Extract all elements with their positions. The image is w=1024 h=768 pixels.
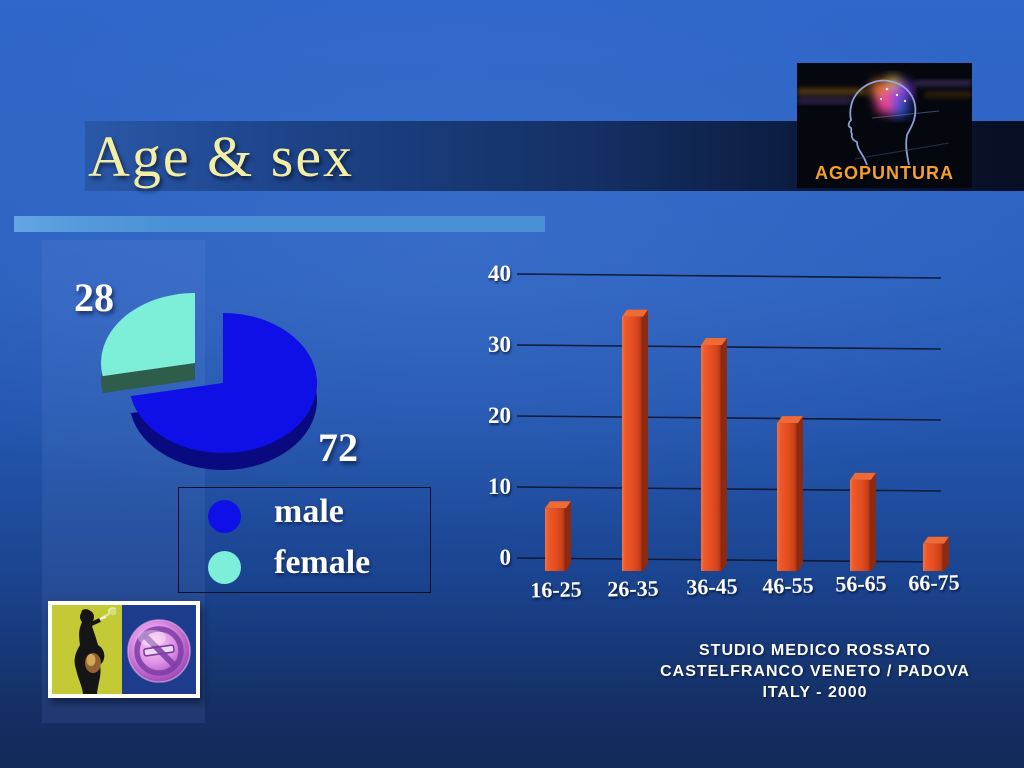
legend-label-female: female [274, 544, 371, 581]
legend-row-female: female [179, 544, 430, 588]
bar-top-46-55 [777, 416, 803, 424]
bar-16-25 [545, 508, 566, 571]
y-tick-label-10: 10 [488, 474, 511, 499]
agopuntura-logo: AGOPUNTURA [797, 63, 972, 188]
bar-side-46-55 [798, 416, 803, 571]
bar-side-36-45 [722, 338, 727, 571]
bar-side-56-65 [871, 472, 876, 571]
y-tick-label-40: 40 [488, 261, 511, 286]
bar-top-16-25 [545, 501, 571, 509]
legend-row-male: male [179, 493, 430, 537]
bar-56-65 [850, 479, 871, 571]
bar-top-66-75 [923, 536, 949, 544]
gridline-10 [516, 486, 942, 492]
title-underline-bar [14, 216, 545, 232]
gridline-30 [516, 344, 942, 350]
bar-side-26-35 [643, 309, 648, 571]
gridline-20 [516, 415, 942, 421]
footer-line-3: ITALY - 2000 [762, 684, 868, 701]
y-tick-label-20: 20 [488, 403, 511, 428]
logo-caption: AGOPUNTURA [815, 163, 954, 183]
bar-side-66-75 [944, 536, 949, 571]
footer-credit: STUDIO MEDICO ROSSATO CASTELFRANCO VENET… [610, 640, 1020, 703]
bar-66-75 [923, 543, 944, 571]
x-category-label-66-75: 66-75 [908, 568, 960, 596]
brain-image-icon [797, 63, 972, 188]
footer-line-2: CASTELFRANCO VENETO / PADOVA [660, 663, 970, 680]
footer-line-1: STUDIO MEDICO ROSSATO [699, 642, 931, 659]
male-swatch-icon [208, 500, 241, 533]
x-category-label-26-35: 26-35 [607, 574, 659, 602]
legend-label-male: male [274, 493, 344, 530]
bar-36-45 [701, 345, 722, 571]
bar-26-35 [622, 316, 643, 571]
bar-top-56-65 [850, 472, 876, 480]
pregnant-smoker-silhouette-icon [52, 605, 122, 694]
pregnancy-no-smoking-image [48, 601, 200, 698]
y-tick-label-30: 30 [488, 332, 511, 357]
pie-legend: male female [178, 487, 431, 593]
gridline-0 [516, 557, 942, 563]
gridline-40 [516, 273, 942, 279]
bar-side-16-25 [566, 501, 571, 571]
bar-top-36-45 [701, 338, 727, 345]
page-title: Age & sex [88, 124, 355, 189]
female-swatch-icon [208, 551, 241, 584]
bar-top-26-35 [622, 309, 648, 317]
y-tick-label-0: 0 [499, 545, 512, 570]
no-smoking-badge-icon [122, 605, 196, 694]
pie-value-label-male: 72 [318, 425, 358, 470]
pie-value-label-female: 28 [74, 275, 114, 320]
bar-46-55 [777, 423, 798, 571]
